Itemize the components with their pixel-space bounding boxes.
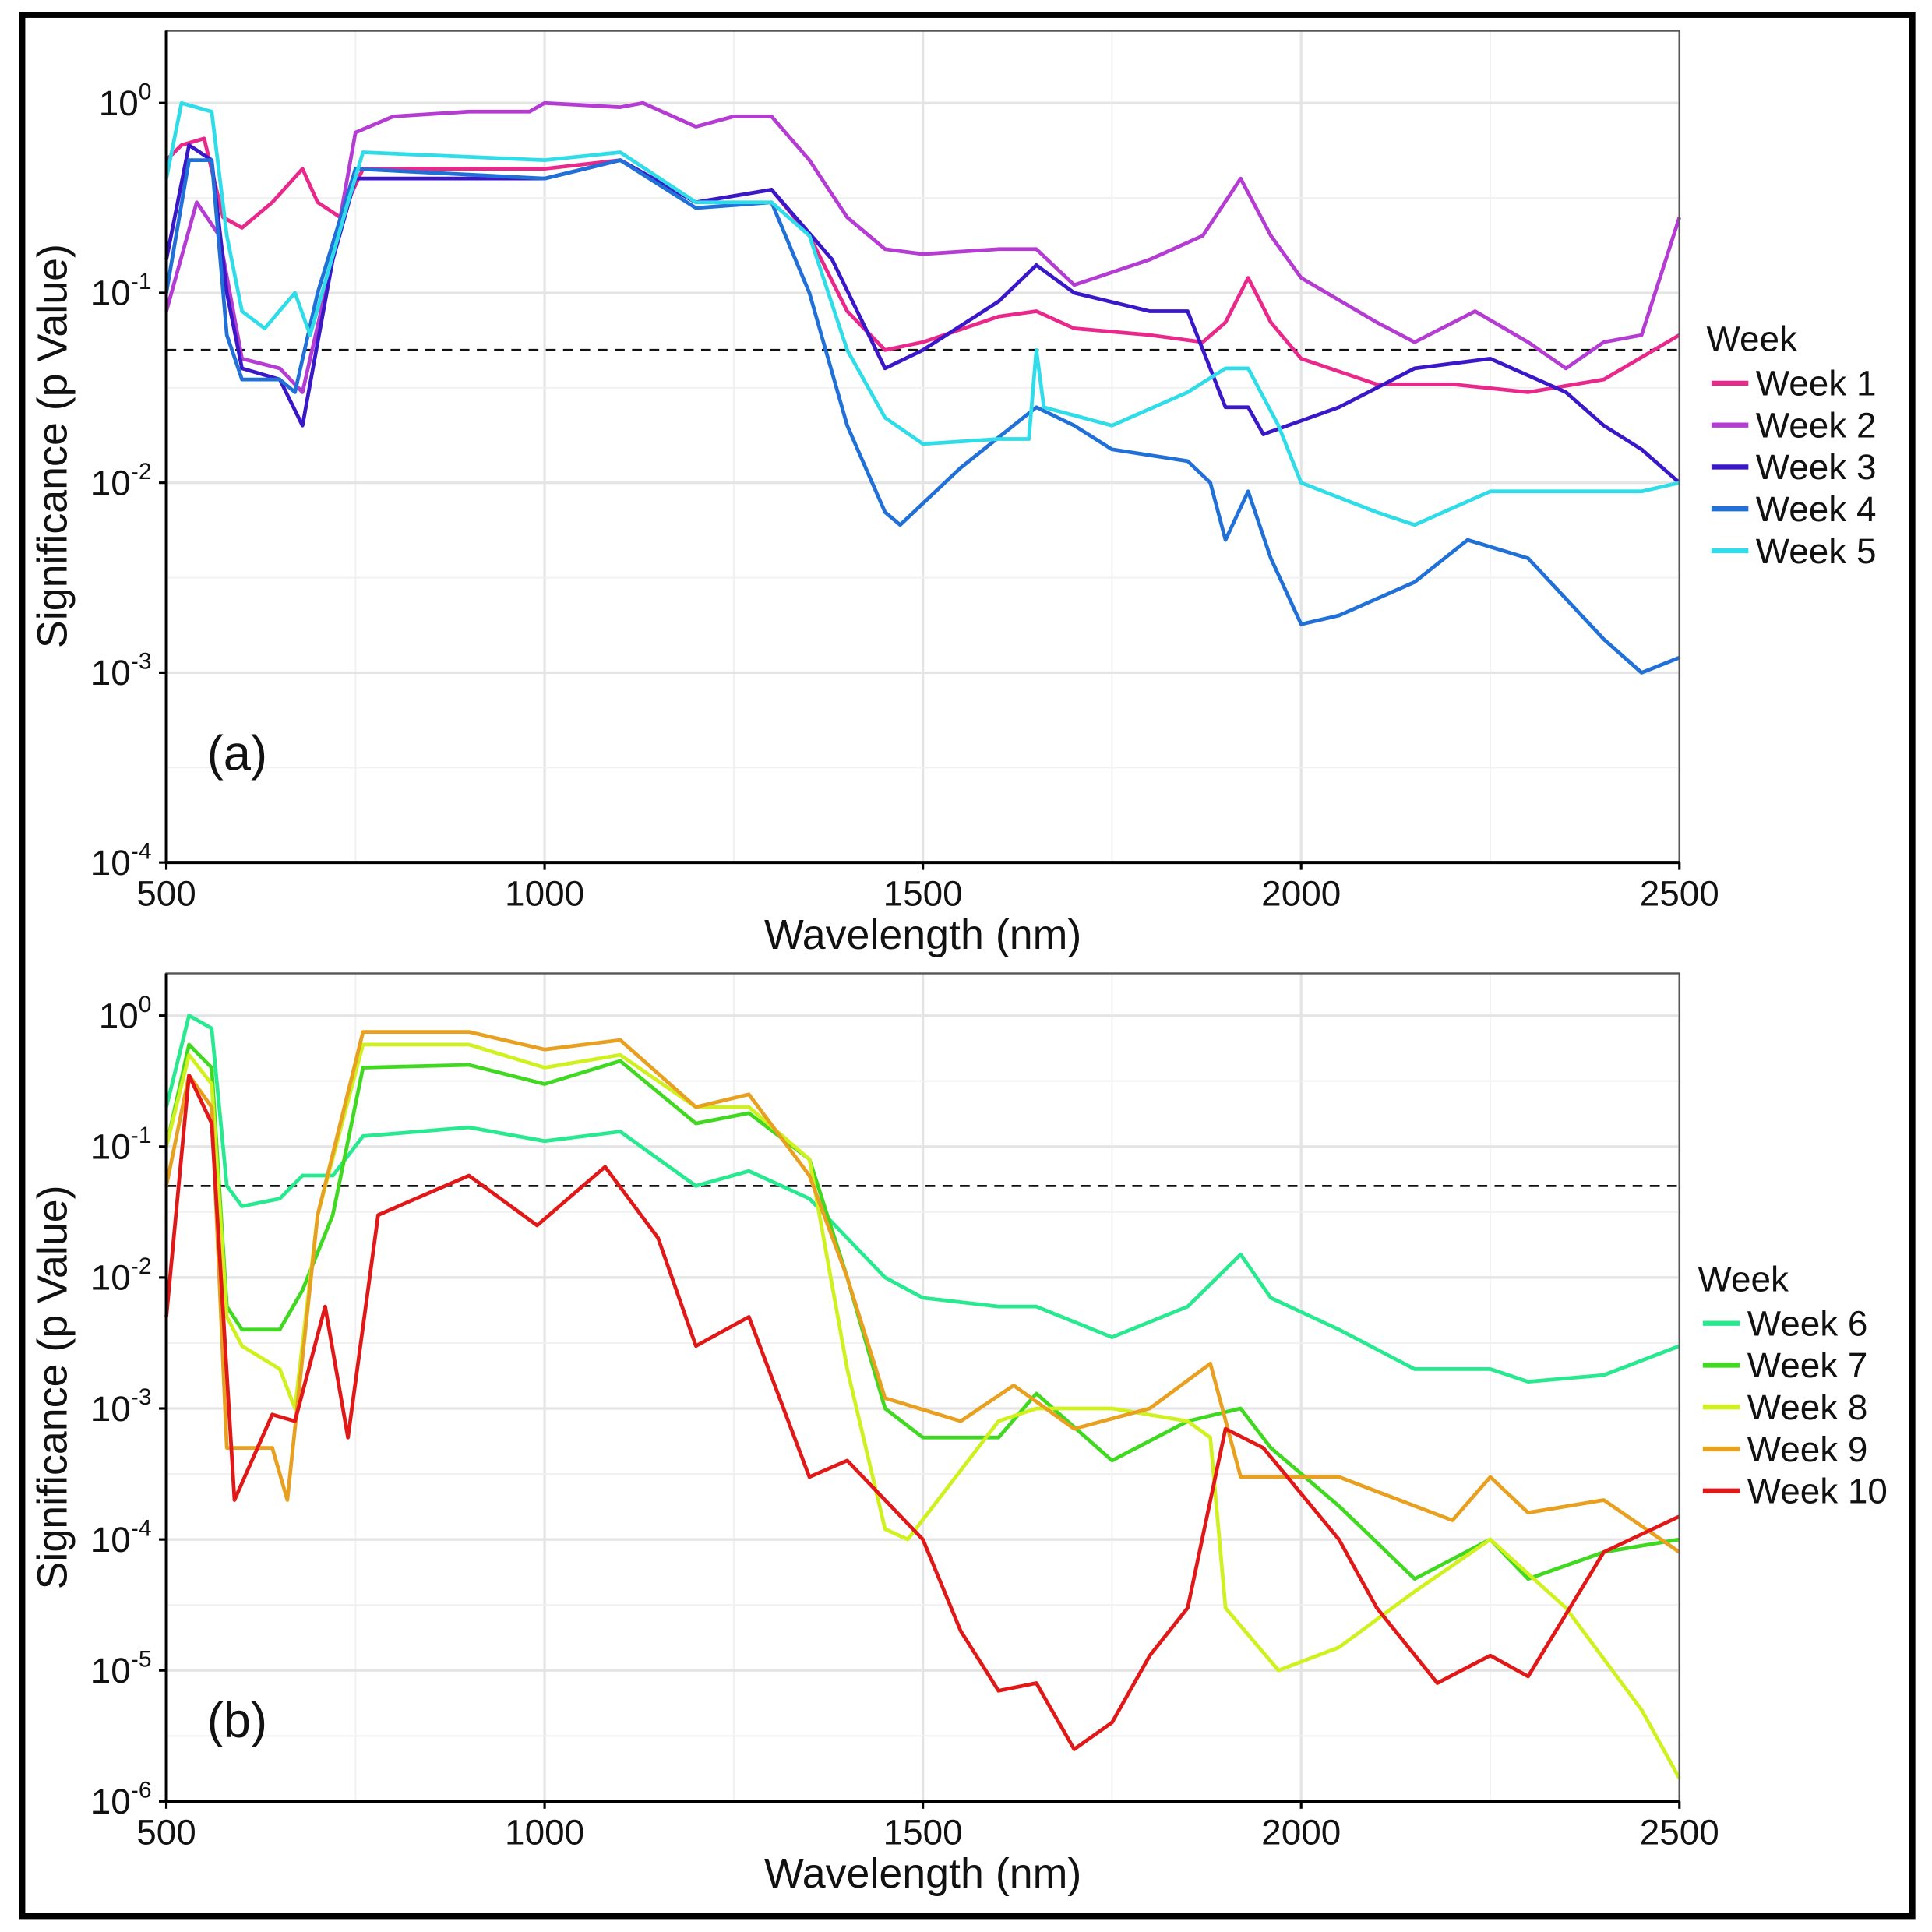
- x-tick-label: 1000: [505, 1812, 584, 1853]
- x-tick-label: 2000: [1261, 873, 1341, 914]
- y-tick-label: 10-2: [91, 1253, 152, 1298]
- legend-title: Week: [1698, 1259, 1788, 1299]
- y-axis-label: Significance (p Value): [29, 1185, 76, 1589]
- y-tick-label: 10-1: [91, 1123, 152, 1167]
- legend-title: Week: [1707, 319, 1797, 359]
- x-tick-label: 1500: [883, 1812, 963, 1853]
- y-tick-label: 10-3: [91, 1384, 152, 1429]
- legend-label: Week 6: [1747, 1303, 1868, 1343]
- x-tick-label: 500: [136, 1812, 196, 1853]
- x-tick-label: 2500: [1640, 1812, 1719, 1853]
- panel-b: 500 1000 1500 2000 2500 10-6 10-5 10-4 10-3 10-2 1…: [29, 972, 1888, 1897]
- panel-a: 500 1000 1500 2000 2500 10-4 10-3 10-2 10-1 100 Wa…: [29, 30, 1877, 958]
- series-line-week-5: [164, 100, 1680, 527]
- y-tick-label: 100: [99, 79, 152, 123]
- y-tick-label: 10-3: [91, 649, 152, 693]
- legend-label: Week 1: [1756, 363, 1877, 404]
- series-line-week-9: [164, 1030, 1681, 1554]
- panel-label: (b): [207, 1694, 267, 1748]
- x-axis-label: Wavelength (nm): [764, 1850, 1081, 1897]
- series-line-week-10: [164, 1073, 1680, 1751]
- x-tick-label: 2000: [1261, 1812, 1341, 1853]
- y-tick-label: 10-1: [91, 269, 152, 313]
- series-line-week-4: [164, 158, 1680, 675]
- legend-label: Week 2: [1756, 404, 1877, 445]
- legend-label: Week 7: [1747, 1345, 1868, 1385]
- panel-label: (a): [207, 727, 267, 781]
- y-axis-label: Significance (p Value): [29, 244, 76, 648]
- y-tick-label: 10-4: [91, 838, 152, 883]
- series-line-week-7: [164, 1042, 1680, 1581]
- y-tick-label: 10-5: [91, 1646, 152, 1690]
- y-tick-label: 10-4: [91, 1515, 152, 1560]
- x-tick-label: 1000: [505, 873, 584, 914]
- x-axis-label: Wavelength (nm): [764, 911, 1081, 958]
- x-tick-label: 1500: [883, 873, 963, 914]
- y-tick-label: 10-2: [91, 459, 152, 503]
- y-tick-label: 10-6: [91, 1778, 152, 1822]
- legend-label: Week 10: [1747, 1471, 1888, 1511]
- y-tick-label: 100: [99, 992, 152, 1036]
- x-tick-label: 500: [136, 873, 196, 914]
- legend-label: Week 4: [1756, 488, 1877, 529]
- x-tick-label: 2500: [1640, 873, 1719, 914]
- legend-label: Week 3: [1756, 446, 1877, 487]
- legend-label: Week 8: [1747, 1387, 1868, 1427]
- series-line-week-8: [164, 1042, 1681, 1779]
- figure-border: [19, 12, 1916, 1920]
- legend-label: Week 5: [1756, 531, 1877, 571]
- legend-label: Week 9: [1747, 1429, 1868, 1469]
